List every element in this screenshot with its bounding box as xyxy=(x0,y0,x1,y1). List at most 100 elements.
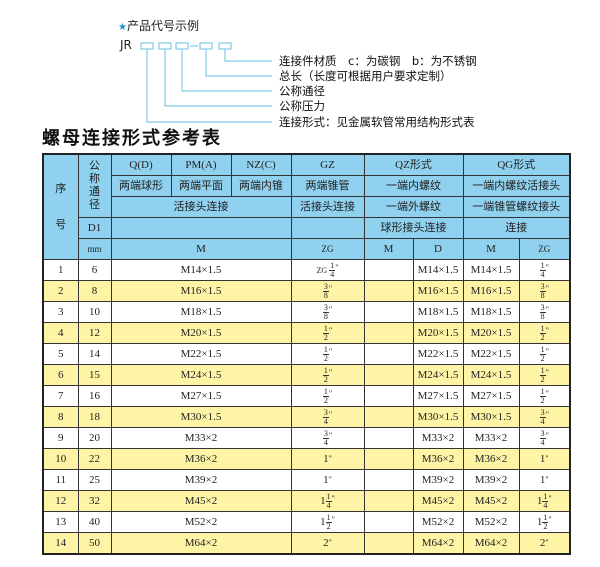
fraction-denominator: 4 xyxy=(540,437,545,447)
cell-seq: 12 xyxy=(42,490,79,512)
fraction-denominator: 2 xyxy=(540,332,545,342)
cell-qg-m: M39×2 xyxy=(462,469,520,491)
cell-qz-m xyxy=(363,448,414,470)
cell-m: M33×2 xyxy=(110,427,292,449)
header-qg-desc: 一端内螺纹活接头 xyxy=(462,175,571,197)
inch-mark: " xyxy=(328,325,333,335)
fraction-numerator: 3 xyxy=(322,407,329,418)
cell-qz-d: M22×1.5 xyxy=(412,343,464,365)
header-qg-zg: ZG xyxy=(518,238,571,260)
cell-m: M18×1.5 xyxy=(110,301,292,323)
cell-m: M52×2 xyxy=(110,511,292,533)
fraction-numerator: 1 xyxy=(322,344,329,355)
inch-mark: " xyxy=(548,493,552,503)
inch-mark: " xyxy=(328,538,332,547)
table-row: 12 32 M45×2 1 1 4 " M45×2 M45×2 1 1 4 " xyxy=(42,490,571,512)
fraction-denominator: 4 xyxy=(330,269,335,279)
cell-qg-m: M18×1.5 xyxy=(462,301,520,323)
fraction-numerator: 3 xyxy=(539,428,546,439)
star-icon: ★ xyxy=(118,22,127,33)
header-blank-2 xyxy=(290,217,365,239)
fraction-denominator: 4 xyxy=(540,269,545,279)
inch-mark: " xyxy=(545,409,549,419)
label-length: 总长（长度可根据用户要求定制） xyxy=(279,69,452,83)
inch-mark: " xyxy=(328,283,333,293)
cell-qg-zg: 1 2 " xyxy=(518,322,571,344)
inch-whole: 1 xyxy=(320,515,326,528)
cell-qg-zg: 1 2 " xyxy=(518,343,571,365)
inch-mark: " xyxy=(545,430,549,440)
fraction-numerator: 3 xyxy=(539,302,546,313)
inch-mark: " xyxy=(328,430,333,440)
cell-m: M27×1.5 xyxy=(110,385,292,407)
header-qz-m: M xyxy=(363,238,414,260)
cell-seq: 8 xyxy=(42,406,79,428)
nut-connection-table: 序号 公称通径 Q(D) PM(A) NZ(C) GZ QZ形式 QG形式 两端… xyxy=(42,153,572,555)
cell-diameter: 20 xyxy=(77,427,112,449)
cell-qg-m: M16×1.5 xyxy=(462,280,520,302)
cell-qz-m xyxy=(363,511,414,533)
cell-qz-d: M24×1.5 xyxy=(412,364,464,386)
cell-seq: 4 xyxy=(42,322,79,344)
cell-qg-m: M30×1.5 xyxy=(462,406,520,428)
cell-m: M45×2 xyxy=(110,490,292,512)
code-box-3 xyxy=(175,42,189,50)
cell-qg-zg: 1" xyxy=(518,448,571,470)
header-union-connection: 活接头连接 xyxy=(110,196,292,218)
header-qg-connect: 连接 xyxy=(462,217,571,239)
cell-qz-d: M16×1.5 xyxy=(412,280,464,302)
inch-mark: " xyxy=(335,262,339,272)
table-row: 4 12 M20×1.5 1 2 " M20×1.5 M20×1.5 1 2 " xyxy=(42,322,571,344)
cell-seq: 7 xyxy=(42,385,79,407)
cell-seq: 3 xyxy=(42,301,79,323)
header-qz-ball: 球形接头连接 xyxy=(363,217,464,239)
cell-zg: 1 2 " xyxy=(290,364,365,386)
cell-qz-d: M30×1.5 xyxy=(412,406,464,428)
cell-seq: 5 xyxy=(42,343,79,365)
cell-m: M14×1.5 xyxy=(110,259,292,281)
inch-mark: " xyxy=(545,346,549,356)
cell-qz-d: M36×2 xyxy=(412,448,464,470)
fraction-numerator: 1 xyxy=(325,491,332,502)
cell-m: M16×1.5 xyxy=(110,280,292,302)
header-qg-connection: 一端锥管螺纹接头 xyxy=(462,196,571,218)
cell-qz-d: M39×2 xyxy=(412,469,464,491)
leader-line-diameter xyxy=(181,49,272,92)
cell-diameter: 40 xyxy=(77,511,112,533)
table-row: 7 16 M27×1.5 1 2 " M27×1.5 M27×1.5 1 2 " xyxy=(42,385,571,407)
inch-mark: " xyxy=(545,304,549,314)
header-d1: D1 xyxy=(77,217,112,239)
code-box-4 xyxy=(199,42,213,50)
header-zg: ZG xyxy=(290,238,365,260)
cell-diameter: 22 xyxy=(77,448,112,470)
label-connection: 连接形式：见金属软管常用结构形式表 xyxy=(279,115,475,129)
cell-diameter: 15 xyxy=(77,364,112,386)
cell-qz-d: M18×1.5 xyxy=(412,301,464,323)
header-gz: GZ xyxy=(290,153,365,176)
inch-mark: " xyxy=(545,325,549,335)
cell-diameter: 8 xyxy=(77,280,112,302)
header-gz-desc: 两端锥管 xyxy=(290,175,365,197)
cell-m: M36×2 xyxy=(110,448,292,470)
fraction-numerator: 1 xyxy=(325,512,332,523)
cell-qz-m xyxy=(363,259,414,281)
cell-qg-m: M22×1.5 xyxy=(462,343,520,365)
fraction-denominator: 2 xyxy=(323,353,328,363)
cell-qz-d: M45×2 xyxy=(412,490,464,512)
inch-mark: " xyxy=(328,409,333,419)
code-diagram xyxy=(140,42,272,123)
fraction-numerator: 1 xyxy=(539,344,546,355)
header-qz-d: D xyxy=(412,238,464,260)
cell-diameter: 18 xyxy=(77,406,112,428)
